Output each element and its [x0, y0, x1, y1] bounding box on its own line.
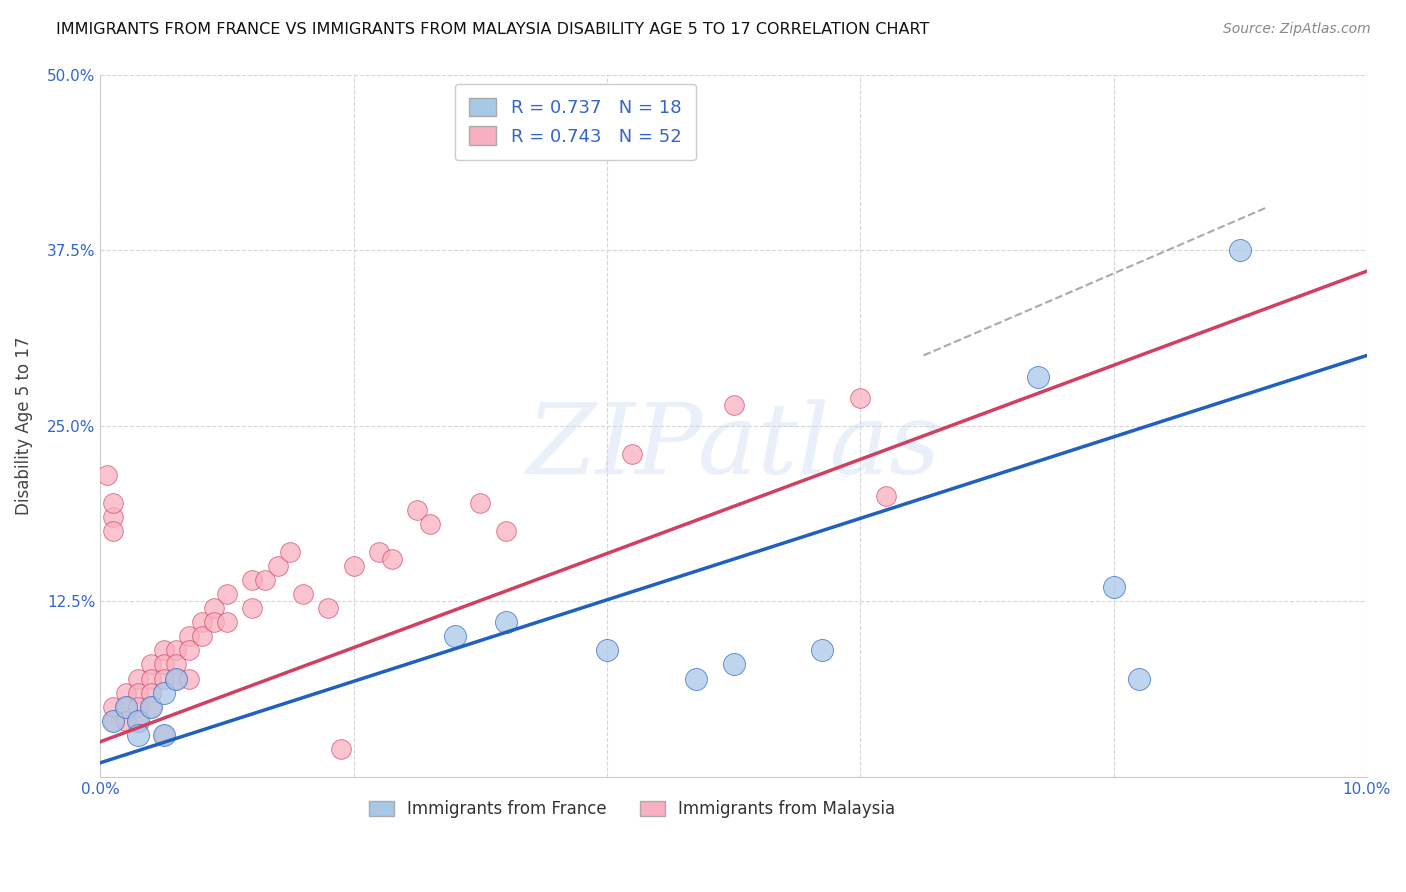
Legend: Immigrants from France, Immigrants from Malaysia: Immigrants from France, Immigrants from … — [363, 793, 903, 825]
Point — [101, 714, 124, 728]
Point — [152, 728, 174, 742]
Point — [101, 524, 124, 538]
Point — [152, 728, 174, 742]
Point — [139, 699, 162, 714]
Point — [723, 398, 745, 412]
Point — [215, 587, 238, 601]
Point — [139, 657, 162, 672]
Point — [165, 672, 187, 686]
Point — [202, 601, 225, 615]
Point — [177, 629, 200, 643]
Point — [811, 643, 834, 657]
Point — [419, 516, 441, 531]
Point — [101, 510, 124, 524]
Point — [114, 699, 136, 714]
Point — [875, 489, 897, 503]
Y-axis label: Disability Age 5 to 17: Disability Age 5 to 17 — [15, 336, 32, 515]
Point — [470, 496, 492, 510]
Point — [1229, 243, 1251, 257]
Point — [152, 643, 174, 657]
Point — [127, 714, 149, 728]
Point — [127, 685, 149, 699]
Point — [367, 545, 389, 559]
Point — [202, 615, 225, 630]
Point — [127, 672, 149, 686]
Point — [329, 741, 352, 756]
Point — [215, 615, 238, 630]
Point — [278, 545, 301, 559]
Point — [621, 447, 644, 461]
Point — [101, 496, 124, 510]
Point — [240, 573, 263, 587]
Point — [139, 672, 162, 686]
Point — [152, 672, 174, 686]
Point — [127, 728, 149, 742]
Point — [342, 559, 364, 574]
Point — [685, 672, 707, 686]
Point — [316, 601, 339, 615]
Point — [101, 714, 124, 728]
Point — [127, 714, 149, 728]
Point — [1102, 580, 1125, 594]
Point — [139, 699, 162, 714]
Point — [152, 685, 174, 699]
Point — [165, 672, 187, 686]
Point — [139, 685, 162, 699]
Point — [101, 699, 124, 714]
Point — [723, 657, 745, 672]
Point — [444, 629, 467, 643]
Point — [1128, 672, 1150, 686]
Point — [190, 629, 212, 643]
Point — [495, 524, 517, 538]
Text: Source: ZipAtlas.com: Source: ZipAtlas.com — [1223, 22, 1371, 37]
Point — [190, 615, 212, 630]
Point — [406, 503, 429, 517]
Point — [849, 391, 872, 405]
Point — [266, 559, 288, 574]
Point — [127, 699, 149, 714]
Point — [177, 672, 200, 686]
Point — [253, 573, 276, 587]
Text: IMMIGRANTS FROM FRANCE VS IMMIGRANTS FROM MALAYSIA DISABILITY AGE 5 TO 17 CORREL: IMMIGRANTS FROM FRANCE VS IMMIGRANTS FRO… — [56, 22, 929, 37]
Point — [596, 643, 619, 657]
Point — [240, 601, 263, 615]
Point — [114, 685, 136, 699]
Point — [165, 643, 187, 657]
Point — [380, 552, 402, 566]
Point — [114, 699, 136, 714]
Text: ZIPatlas: ZIPatlas — [526, 399, 941, 494]
Point — [1026, 369, 1049, 384]
Point — [114, 714, 136, 728]
Point — [152, 657, 174, 672]
Point — [291, 587, 314, 601]
Point — [177, 643, 200, 657]
Point — [165, 657, 187, 672]
Point — [96, 467, 118, 482]
Point — [495, 615, 517, 630]
